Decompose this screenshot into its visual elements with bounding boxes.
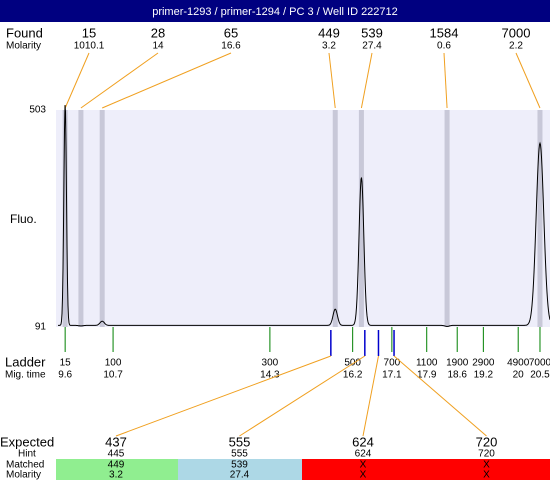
peak-band: [444, 110, 450, 327]
title: primer-1293 / primer-1294 / PC 3 / Well …: [152, 6, 398, 18]
ladder-size: 15: [60, 358, 72, 369]
found-size: 1584: [430, 25, 459, 40]
found-size: 449: [318, 25, 340, 40]
molarity-value: X: [360, 470, 367, 480]
matched-label: Matched: [6, 460, 44, 471]
hint-value: 555: [231, 449, 248, 460]
peak-connector: [80, 52, 159, 109]
peak-connector: [64, 52, 90, 109]
ladder-size: 1100: [416, 358, 438, 369]
expected-connector: [239, 355, 366, 437]
ladder-size: 2900: [472, 358, 495, 369]
expected-value: 437: [105, 434, 127, 449]
row-molarity-label: Molarity: [6, 470, 41, 480]
ladder-size: 4900: [507, 358, 530, 369]
found-size: 65: [224, 25, 238, 40]
expected-value: 720: [476, 434, 498, 449]
peak-band: [99, 110, 105, 327]
ladder-size: 300: [262, 358, 279, 369]
matched-value: 449: [108, 460, 125, 471]
molarity-value: 27.4: [230, 470, 250, 480]
expected-connector: [393, 355, 487, 437]
peak-band: [78, 110, 84, 327]
ladder-time: 16.2: [343, 370, 363, 381]
plot-area: [56, 110, 550, 327]
ladder-time: 9.6: [58, 370, 72, 381]
hint-value: 624: [355, 449, 372, 460]
expected-connector: [115, 355, 332, 437]
peak-band: [62, 110, 68, 327]
found-size: 7000: [502, 25, 531, 40]
found-size: 539: [361, 25, 383, 40]
y-axis-label: Fluo.: [10, 212, 37, 226]
found-molarity: 3.2: [322, 41, 336, 52]
expected-value: 555: [229, 434, 251, 449]
expected-label: Expected: [0, 434, 54, 449]
y-tick-label: 503: [29, 105, 46, 116]
found-size: 28: [151, 25, 165, 40]
found-size: 15: [82, 25, 96, 40]
peak-connector: [101, 52, 232, 109]
peak-connector: [360, 52, 373, 109]
hint-value: 720: [478, 449, 495, 460]
peak-connector: [515, 52, 541, 109]
ladder-size: 100: [105, 358, 122, 369]
expected-value: 624: [352, 434, 374, 449]
found-label: Found: [6, 25, 43, 40]
molarity-value: X: [483, 470, 490, 480]
mig-time-label: Mig. time: [5, 370, 46, 381]
match-cell: [56, 459, 178, 480]
ladder-time: 17.9: [417, 370, 437, 381]
matched-value: X: [360, 460, 367, 471]
ladder-time: 19.2: [474, 370, 494, 381]
found-molarity: 1010.1: [74, 41, 105, 52]
matched-value: X: [483, 460, 490, 471]
hint-value: 445: [108, 449, 125, 460]
molarity-value: 3.2: [109, 470, 123, 480]
ladder-time: 18.6: [447, 370, 467, 381]
ladder-time: 17.1: [382, 370, 402, 381]
found-molarity: 27.4: [362, 41, 382, 52]
found-molarity: 16.6: [221, 41, 241, 52]
match-cell: [426, 459, 550, 480]
matched-value: 539: [231, 460, 248, 471]
ladder-label: Ladder: [5, 354, 46, 369]
ladder-time: 10.7: [103, 370, 123, 381]
ladder-size: 700: [384, 358, 401, 369]
peak-connector: [443, 52, 448, 109]
ladder-time: 20.5: [530, 370, 550, 381]
expected-connector: [362, 355, 379, 437]
ladder-size: 7000: [529, 358, 550, 369]
title-bar: [0, 0, 550, 22]
match-cell: [302, 459, 426, 480]
peak-band: [332, 110, 338, 327]
match-cell: [178, 459, 302, 480]
peak-band: [358, 110, 364, 327]
found-molarity: 0.6: [437, 41, 451, 52]
y-tick-label: 91: [35, 322, 47, 333]
trace: [58, 105, 550, 328]
peak-connector: [328, 52, 336, 109]
found-molarity: 14: [152, 41, 164, 52]
peak-band: [537, 110, 543, 327]
ladder-time: 20: [513, 370, 525, 381]
found-molarity: 2.2: [509, 41, 523, 52]
molarity-label: Molarity: [6, 41, 41, 52]
ladder-size: 1900: [446, 358, 469, 369]
ladder-time: 14.3: [260, 370, 280, 381]
hint-label: Hint: [18, 449, 36, 460]
